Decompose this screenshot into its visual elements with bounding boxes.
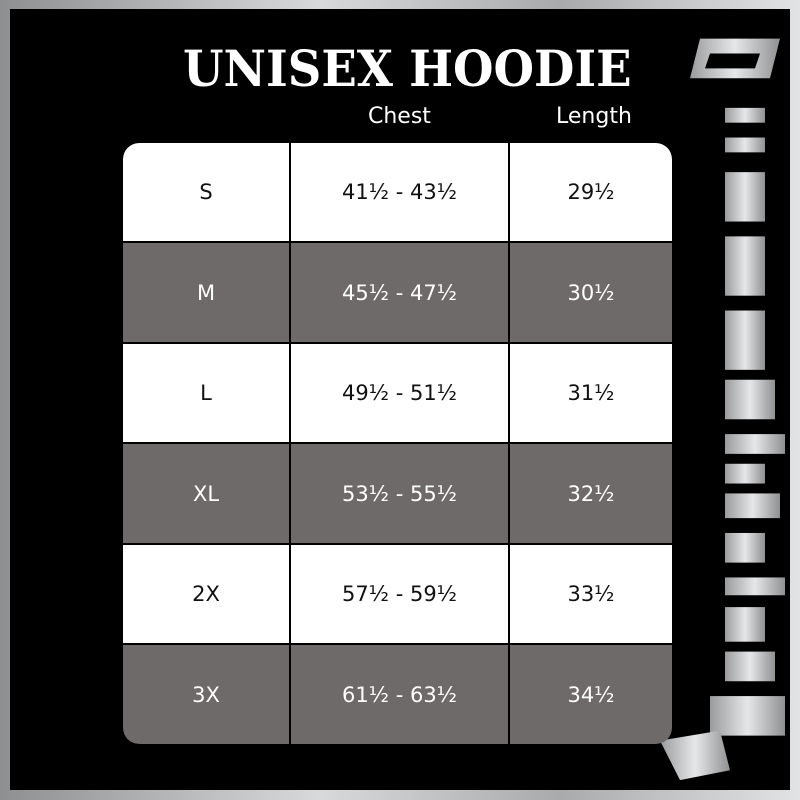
cell-chest: 49½ - 51½ — [289, 341, 510, 445]
cell-size: 2X — [123, 542, 291, 646]
cell-length: 34½ — [508, 643, 672, 744]
page-title: UNISEX HOODIE — [183, 39, 632, 98]
column-header-length: Length — [556, 104, 632, 129]
gothic-logo-decoration — [660, 38, 785, 781]
cell-length: 30½ — [508, 241, 672, 344]
cell-size: M — [123, 241, 291, 344]
cell-length: 29½ — [508, 143, 672, 244]
cell-chest: 57½ - 59½ — [289, 542, 510, 646]
cell-length: 31½ — [508, 341, 672, 445]
column-header-chest: Chest — [368, 104, 431, 129]
table-row: 2X 57½ - 59½ 33½ — [123, 542, 672, 646]
cell-chest: 61½ - 63½ — [289, 643, 510, 744]
table-row: 3X 61½ - 63½ 34½ — [123, 643, 672, 744]
cell-chest: 41½ - 43½ — [289, 143, 510, 244]
cell-size: S — [123, 143, 291, 244]
cell-size: 3X — [123, 643, 291, 744]
cell-size: L — [123, 341, 291, 445]
table-row: XL 53½ - 55½ 32½ — [123, 442, 672, 545]
table-row: M 45½ - 47½ 30½ — [123, 241, 672, 344]
cell-chest: 53½ - 55½ — [289, 442, 510, 545]
cell-chest: 45½ - 47½ — [289, 241, 510, 344]
cell-size: XL — [123, 442, 291, 545]
table-row: S 41½ - 43½ 29½ — [123, 143, 672, 244]
table-row: L 49½ - 51½ 31½ — [123, 341, 672, 445]
size-table: S 41½ - 43½ 29½ M 45½ - 47½ 30½ L 49½ - 51½ 31½ X… — [123, 143, 672, 744]
cell-length: 33½ — [508, 542, 672, 646]
cell-length: 32½ — [508, 442, 672, 545]
